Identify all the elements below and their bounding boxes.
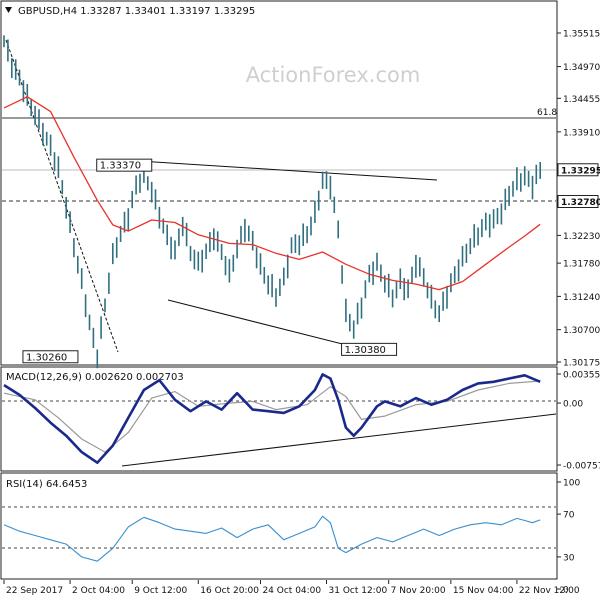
- price-y-tick-label: 1.35515: [563, 30, 600, 40]
- last-price-label-box: [557, 163, 599, 177]
- x-tick-label: 24 Oct 04:00: [262, 586, 321, 596]
- price-y-tick-label: 1.34970: [563, 63, 600, 73]
- price-y-tick-label: 1.32230: [563, 232, 600, 242]
- macd-trendline: [121, 413, 557, 467]
- last-price-label: 1.33295: [561, 166, 600, 176]
- x-tick-label: 2 Oct 04:00: [72, 586, 125, 596]
- rsi-line: [3, 515, 541, 562]
- price-y-tick-label: 1.31780: [563, 260, 600, 270]
- price-annotation: 1.33370: [100, 161, 141, 172]
- upper-channel-line: [123, 159, 438, 181]
- rsi-header: RSI(14) 64.6453: [6, 479, 87, 490]
- macd-y-tick-label: 0.003554: [563, 371, 600, 381]
- price-y-tick-label: 1.30700: [563, 326, 600, 336]
- rsi-y-tick-label: 30: [563, 553, 575, 563]
- price-y-tick-label: 1.34455: [563, 95, 600, 105]
- x-tick-label: 22 Sep 2017: [6, 586, 63, 596]
- support-label: 1.32780: [561, 198, 600, 208]
- price-annotation-box: [22, 350, 79, 364]
- macd-y-tick-label: -0.007579: [563, 462, 600, 472]
- macd-header: MACD(12,26,9) 0.002620 0.002703: [6, 372, 184, 383]
- x-tick-label: 31 Oct 12:00: [329, 586, 388, 596]
- macd-panel-frame: [0, 366, 558, 472]
- price-annotation: 1.30260: [26, 352, 67, 363]
- x-tick-label: 15 Nov 04:00: [453, 586, 514, 596]
- collapse-icon[interactable]: [5, 7, 12, 13]
- price-annotation: 1.30380: [345, 345, 386, 356]
- x-tick-label: 7 Nov 20:00: [391, 586, 446, 596]
- price-annotation-box: [341, 342, 398, 356]
- rsi-panel-frame: [0, 472, 558, 580]
- price-y-tick-label: 1.30175: [563, 359, 600, 369]
- price-y-tick-label: 1.33910: [563, 128, 600, 138]
- price-header: GBPUSD,H4 1.33287 1.33401 1.33197 1.3329…: [18, 6, 255, 17]
- price-y-tick-label: 1.31240: [563, 293, 600, 303]
- macd-line: [3, 373, 541, 465]
- decline-trendline: [5, 39, 119, 353]
- moving-average-line: [3, 96, 541, 291]
- price-annotation-box: [96, 158, 153, 172]
- price-panel-frame: [0, 0, 558, 366]
- rsi-y-tick-label: 0: [563, 586, 569, 596]
- rsi-y-tick-label: 70: [563, 511, 575, 521]
- macd-signal-line: [3, 380, 541, 453]
- x-tick-label: 16 Oct 20:00: [200, 586, 259, 596]
- rsi-y-tick-label: 100: [563, 479, 580, 489]
- x-tick-label: 22 Nov 12:00: [519, 586, 580, 596]
- fib-618-label: 61.8: [537, 108, 557, 118]
- x-tick-label: 9 Oct 12:00: [134, 586, 187, 596]
- support-label-box: [557, 195, 599, 209]
- watermark: ActionForex.com: [246, 63, 421, 87]
- macd-y-tick-label: 0.00: [563, 400, 583, 410]
